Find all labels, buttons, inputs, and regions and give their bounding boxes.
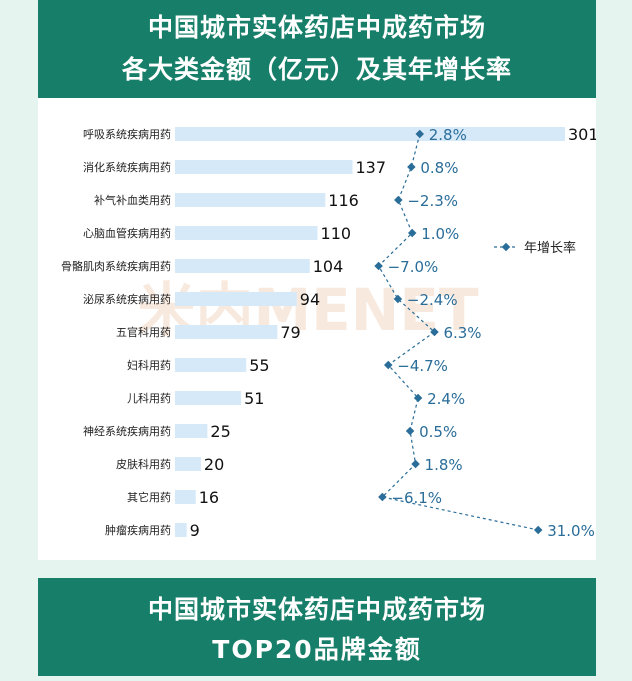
legend-label: 年增长率: [524, 240, 576, 256]
growth-value-label: 0.5%: [419, 423, 457, 441]
bar-value-label: 25: [210, 422, 230, 441]
bar: [175, 457, 201, 471]
growth-point: [407, 228, 417, 238]
growth-point: [378, 492, 387, 502]
category-label: 呼吸系统疾病用药: [83, 127, 171, 141]
bar: [175, 523, 187, 537]
bar-value-label: 116: [328, 191, 359, 210]
chart-panel: 米内MENET 呼吸系统疾病用药 301 消化系统疾病用药 137 补气补血类用药 116 心…: [38, 98, 599, 560]
growth-point: [411, 459, 420, 469]
growth-point: [430, 327, 439, 337]
bar: [175, 292, 297, 306]
bar-value-label: 55: [249, 356, 269, 375]
growth-value-label: −7.0%: [388, 258, 439, 276]
category-label: 骨骼肌肉系统疾病用药: [61, 259, 171, 273]
category-label: 泌尿系统疾病用药: [83, 292, 171, 306]
bar: [175, 325, 278, 339]
bar: [175, 259, 310, 273]
growth-point: [413, 393, 423, 403]
bar: [175, 127, 565, 141]
bar: [175, 358, 247, 372]
bar: [175, 391, 242, 405]
chart-title-banner: 中国城市实体药店中成药市场 各大类金额（亿元）及其年增长率: [38, 0, 596, 98]
section-title-line2: TOP20品牌金额: [212, 635, 422, 664]
growth-point: [384, 360, 393, 370]
growth-value-label: 2.4%: [427, 390, 465, 408]
growth-value-label: 1.0%: [421, 225, 459, 243]
bar: [175, 160, 353, 174]
legend-marker: [501, 242, 511, 252]
category-label: 神经系统疾病用药: [83, 424, 171, 438]
growth-value-label: −6.1%: [391, 489, 442, 507]
category-label: 肿瘤疾病用药: [105, 523, 171, 537]
growth-point: [405, 426, 415, 436]
bar-value-label: 9: [190, 521, 200, 540]
growth-value-label: −2.4%: [407, 291, 458, 309]
bar-value-label: 16: [199, 488, 219, 507]
growth-value-label: 31.0%: [547, 522, 595, 540]
category-label: 其它用药: [127, 490, 171, 504]
chart-title-line1: 中国城市实体药店中成药市场: [147, 13, 486, 42]
bar-value-label: 20: [204, 455, 224, 474]
growth-point: [415, 129, 425, 139]
bar-value-label: 137: [356, 158, 387, 177]
bar: [175, 490, 196, 504]
growth-value-label: −4.7%: [397, 357, 448, 375]
growth-point: [533, 525, 543, 535]
growth-point: [407, 162, 416, 172]
growth-point: [394, 195, 403, 205]
category-label: 儿科用药: [127, 391, 171, 405]
bar-value-label: 94: [300, 290, 320, 309]
section-title-banner: 中国城市实体药店中成药市场 TOP20品牌金额: [38, 578, 596, 676]
bar: [175, 424, 208, 438]
category-label: 皮肤科用药: [116, 457, 171, 471]
bar-value-label: 51: [244, 389, 264, 408]
category-label: 五官科用药: [116, 325, 171, 339]
growth-value-label: 1.8%: [425, 456, 463, 474]
bar: [175, 226, 318, 240]
category-label: 消化系统疾病用药: [83, 160, 171, 174]
bar-value-label: 104: [313, 257, 344, 276]
growth-point: [393, 294, 403, 304]
chart-title-line2: 各大类金额（亿元）及其年增长率: [121, 55, 512, 84]
growth-point: [374, 261, 383, 271]
category-label: 心脑血管疾病用药: [83, 226, 171, 240]
section-title-line1: 中国城市实体药店中成药市场: [147, 595, 486, 624]
bar-value-label: 301: [568, 125, 596, 144]
growth-value-label: −2.3%: [407, 192, 458, 210]
category-label: 补气补血类用药: [94, 193, 171, 207]
growth-value-label: 0.8%: [420, 159, 458, 177]
growth-value-label: 6.3%: [443, 324, 481, 342]
growth-value-label: 2.8%: [429, 126, 467, 144]
bar-value-label: 110: [321, 224, 352, 243]
bar: [175, 193, 326, 207]
category-label: 妇科用药: [127, 358, 171, 372]
bar-value-label: 79: [280, 323, 300, 342]
